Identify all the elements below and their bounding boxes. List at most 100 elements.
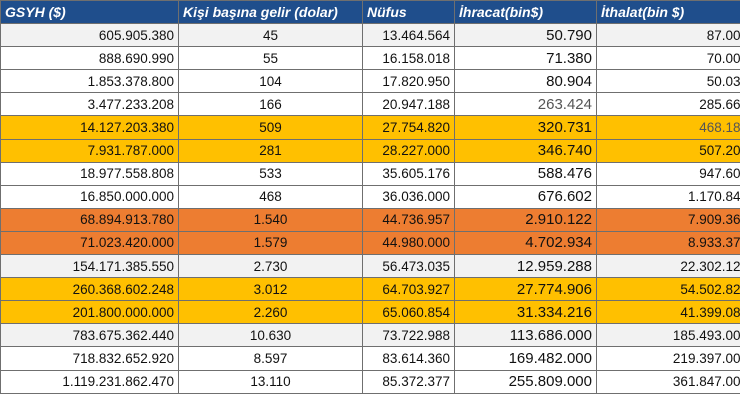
gsyh-cell: 154.171.385.550: [0, 254, 179, 279]
header-gsyh: GSYH ($): [0, 0, 179, 25]
gsyh-cell: 68.894.913.780: [0, 207, 179, 232]
gsyh-cell: 7.931.787.000: [0, 138, 179, 163]
exports-cell: 31.334.216: [454, 300, 597, 325]
gsyh-cell: 718.832.652.920: [0, 346, 179, 371]
population-cell: 44.980.000: [362, 230, 455, 256]
gsyh-cell: 605.905.380: [0, 23, 179, 48]
exports-cell: 80.904: [454, 69, 597, 94]
population-cell: 56.473.035: [362, 254, 455, 279]
imports-cell: 54.502.821: [596, 277, 740, 302]
gsyh-cell: 1.853.378.800: [0, 69, 179, 94]
imports-cell: 50.035: [596, 69, 740, 94]
exports-cell: 27.774.906: [454, 277, 597, 302]
population-cell: 13.464.564: [362, 23, 455, 48]
exports-cell: 2.910.122: [454, 207, 597, 232]
population-cell: 27.754.820: [362, 115, 455, 140]
per-capita-income-cell: 166: [178, 92, 363, 117]
imports-cell: 285.664: [596, 92, 740, 117]
gsyh-cell: 14.127.203.380: [0, 115, 179, 140]
exports-cell: 113.686.000: [454, 323, 597, 348]
population-cell: 28.227.000: [362, 138, 455, 163]
gsyh-cell: 1.119.231.862.470: [0, 369, 179, 394]
population-cell: 44.736.957: [362, 207, 455, 232]
economic-data-table: GSYH ($) Kişi başına gelir (dolar) Nüfus…: [0, 0, 740, 394]
imports-cell: 87.000: [596, 23, 740, 48]
table-row: 14.127.203.380 509 27.754.820 320.731 468.18…: [0, 115, 740, 140]
table-row: 1.119.231.862.470 13.110 85.372.377 255.809…: [0, 369, 740, 394]
population-cell: 85.372.377: [362, 369, 455, 394]
per-capita-income-cell: 3.012: [178, 277, 363, 302]
table-row: 201.800.000.000 2.260 65.060.854 31.334.216…: [0, 300, 740, 325]
exports-cell: 4.702.934: [454, 230, 597, 256]
exports-cell: 346.740: [454, 138, 597, 163]
table-row: 68.894.913.780 1.540 44.736.957 2.910.122 7.…: [0, 207, 740, 232]
population-cell: 35.605.176: [362, 161, 455, 186]
table-row: 718.832.652.920 8.597 83.614.360 169.482.00…: [0, 346, 740, 371]
imports-cell: 70.000: [596, 46, 740, 71]
exports-cell: 320.731: [454, 115, 597, 140]
per-capita-income-cell: 8.597: [178, 346, 363, 371]
imports-cell: 468.186: [596, 115, 740, 140]
imports-cell: 361.847.000: [596, 369, 740, 394]
per-capita-income-cell: 468: [178, 184, 363, 209]
per-capita-income-cell: 1.579: [178, 230, 363, 256]
exports-cell: 71.380: [454, 46, 597, 71]
gsyh-cell: 16.850.000.000: [0, 184, 179, 209]
population-cell: 16.158.018: [362, 46, 455, 71]
header-row: GSYH ($) Kişi başına gelir (dolar) Nüfus…: [0, 0, 740, 25]
imports-cell: 8.933.374: [596, 230, 740, 256]
table-body: 605.905.3804513.464.56450.79087.000888.6…: [0, 23, 740, 394]
table-row: 260.368.602.248 3.012 64.703.927 27.774.906…: [0, 277, 740, 302]
exports-cell: 255.809.000: [454, 369, 597, 394]
per-capita-income-cell: 10.630: [178, 323, 363, 348]
per-capita-income-cell: 2.260: [178, 300, 363, 325]
imports-cell: 7.909.364: [596, 207, 740, 232]
per-capita-income-cell: 281: [178, 138, 363, 163]
table-row: 783.675.362.440 10.630 73.722.988 113.686.0…: [0, 323, 740, 348]
per-capita-income-cell: 509: [178, 115, 363, 140]
exports-cell: 676.602: [454, 184, 597, 209]
table-row: 71.023.420.000 1.579 44.980.000 4.702.934 8.…: [0, 230, 740, 256]
exports-cell: 169.482.000: [454, 346, 597, 371]
table-row: 18.977.558.808 533 35.605.176 588.476 947.60…: [0, 161, 740, 186]
imports-cell: 507.205: [596, 138, 740, 163]
population-cell: 64.703.927: [362, 277, 455, 302]
header-exports: İhracat(bin$): [454, 0, 597, 25]
gsyh-cell: 3.477.233.208: [0, 92, 179, 117]
gsyh-cell: 201.800.000.000: [0, 300, 179, 325]
imports-cell: 219.397.000: [596, 346, 740, 371]
population-cell: 36.036.000: [362, 184, 455, 209]
header-per-capita-income: Kişi başına gelir (dolar): [178, 0, 363, 25]
per-capita-income-cell: 1.540: [178, 207, 363, 232]
gsyh-cell: 260.368.602.248: [0, 277, 179, 302]
population-cell: 17.820.950: [362, 69, 455, 94]
per-capita-income-cell: 533: [178, 161, 363, 186]
population-cell: 83.614.360: [362, 346, 455, 371]
gsyh-cell: 783.675.362.440: [0, 323, 179, 348]
table-row: 16.850.000.000 468 36.036.000 676.602 1.170.…: [0, 184, 740, 209]
population-cell: 73.722.988: [362, 323, 455, 348]
header-population: Nüfus: [362, 0, 455, 25]
imports-cell: 947.604: [596, 161, 740, 186]
imports-cell: 185.493.000: [596, 323, 740, 348]
exports-cell: 263.424: [454, 92, 597, 117]
per-capita-income-cell: 45: [178, 23, 363, 48]
exports-cell: 50.790: [454, 23, 597, 48]
exports-cell: 588.476: [454, 161, 597, 186]
table-row: 154.171.385.550 2.730 56.473.035 12.959.288…: [0, 254, 740, 279]
imports-cell: 41.399.083: [596, 300, 740, 325]
per-capita-income-cell: 104: [178, 69, 363, 94]
imports-cell: 1.170.840: [596, 184, 740, 209]
population-cell: 20.947.188: [362, 92, 455, 117]
header-imports: İthalat(bin $): [596, 0, 740, 25]
gsyh-cell: 18.977.558.808: [0, 161, 179, 186]
imports-cell: 22.302.126: [596, 254, 740, 279]
per-capita-income-cell: 2.730: [178, 254, 363, 279]
population-cell: 65.060.854: [362, 300, 455, 325]
gsyh-cell: 71.023.420.000: [0, 230, 179, 256]
